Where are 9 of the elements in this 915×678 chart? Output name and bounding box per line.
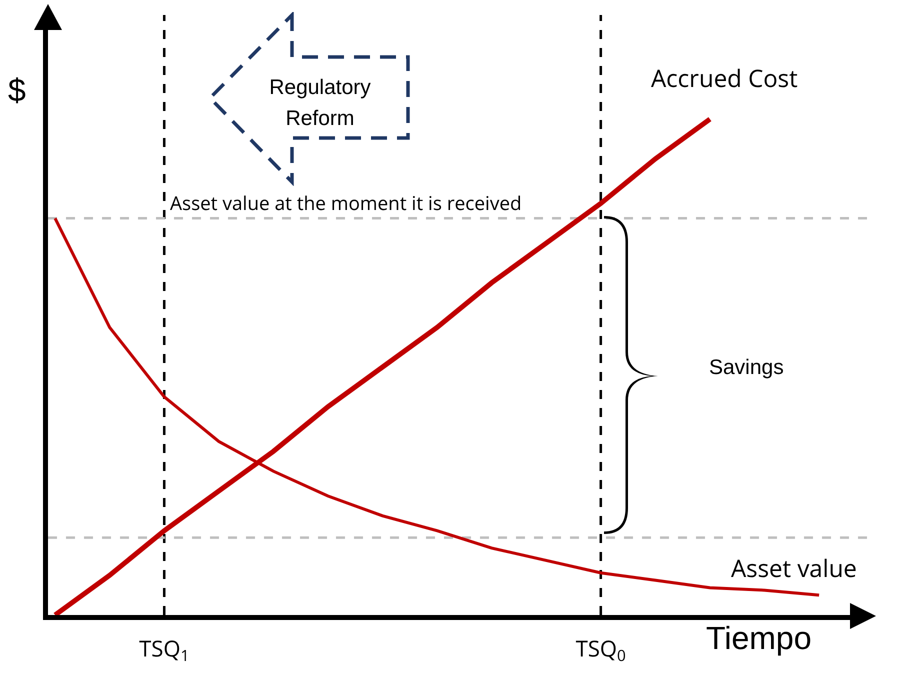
y-axis-title: $ (8, 72, 26, 109)
x-tick-label: TSQ$_{0}$ (576, 633, 626, 666)
annotation: Savings (709, 356, 784, 380)
annotation: Regulatory Reform (268, 75, 372, 132)
series-label: Accrued Cost (651, 62, 798, 95)
x-tick-label: TSQ$_{1}$ (139, 633, 190, 666)
ref-line-label: Asset value at the moment it is received (170, 190, 522, 216)
series-label: Asset value (731, 552, 857, 585)
x-axis-title: Tiempo (706, 620, 812, 657)
